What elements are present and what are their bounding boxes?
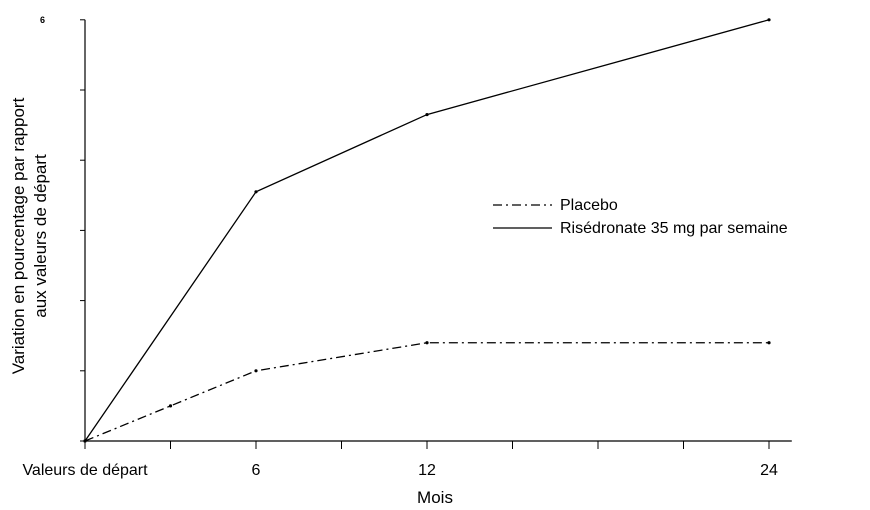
x-tick-label-0: Valeurs de départ xyxy=(22,462,148,479)
legend: Placebo Risédronate 35 mg par semaine xyxy=(493,197,788,237)
x-tick-label-6: 6 xyxy=(252,462,261,479)
series-line-2 xyxy=(84,19,770,442)
series-2-point-3 xyxy=(767,18,771,22)
y-axis-title-line-2: aux valeurs de départ xyxy=(31,154,50,318)
series-layer xyxy=(83,18,771,443)
ticks: 6 Valeurs de départ 6 12 24 xyxy=(22,15,778,479)
legend-label-2: Risédronate 35 mg par semaine xyxy=(560,220,788,237)
series-2-point-1 xyxy=(254,190,258,194)
series-1-point-4 xyxy=(767,341,771,345)
series-1-point-1 xyxy=(168,404,173,408)
y-tick-label-6: 6 xyxy=(40,15,45,25)
series-1-point-2 xyxy=(254,369,258,373)
series-2-point-0 xyxy=(83,439,87,443)
series-line-1 xyxy=(84,342,769,442)
series-2-point-2 xyxy=(425,112,429,117)
x-tick-label-12: 12 xyxy=(418,462,436,479)
x-axis-title: Mois xyxy=(417,488,453,507)
legend-label-1: Placebo xyxy=(560,197,618,214)
x-tick-label-24: 24 xyxy=(760,462,778,479)
series-1-point-3 xyxy=(425,341,429,345)
y-axis-title-line-1: Variation en pourcentage par rapport xyxy=(9,97,28,374)
